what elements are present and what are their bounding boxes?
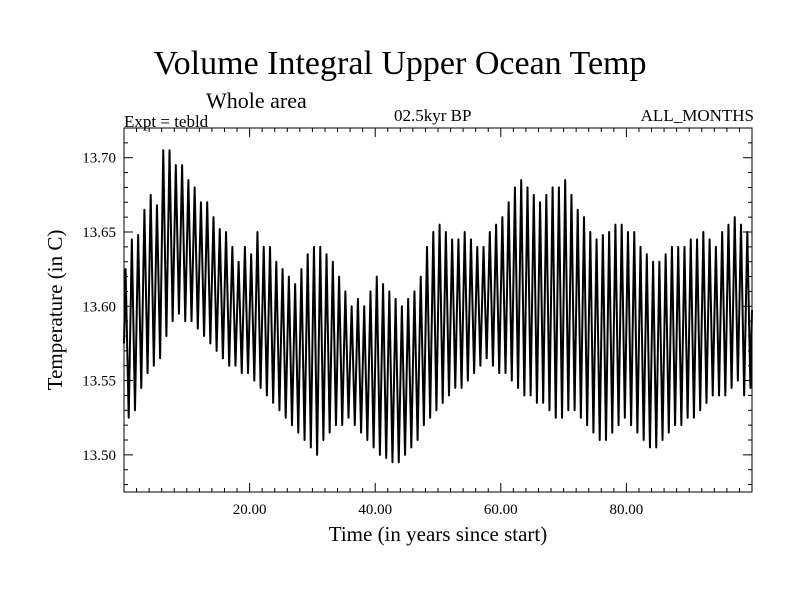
x-axis-label: Time (in years since start)	[329, 522, 548, 546]
y-tick-label: 13.65	[82, 225, 116, 241]
x-tick-labels: 20.00 40.00 60.00 80.00	[233, 502, 644, 518]
y-tick-label: 13.70	[82, 151, 116, 167]
x-tick-label: 20.00	[233, 502, 267, 518]
y-tick-label: 13.50	[82, 448, 116, 464]
y-tick-label: 13.55	[82, 374, 116, 390]
period-label: 02.5kyr BP	[394, 106, 472, 125]
y-tick-label: 13.60	[82, 299, 116, 315]
y-tick-labels: 13.50 13.55 13.60 13.65 13.70	[82, 151, 116, 464]
x-tick-label: 40.00	[358, 502, 392, 518]
experiment-label: Expt = tebld	[124, 112, 209, 131]
y-axis-label: Temperature (in C)	[43, 230, 67, 391]
x-tick-label: 80.00	[610, 502, 644, 518]
x-tick-label: 60.00	[484, 502, 518, 518]
temperature-series-line	[123, 149, 753, 464]
months-label: ALL_MONTHS	[640, 106, 754, 125]
chart-subtitle: Whole area	[206, 88, 307, 113]
chart-title: Volume Integral Upper Ocean Temp	[153, 45, 647, 82]
